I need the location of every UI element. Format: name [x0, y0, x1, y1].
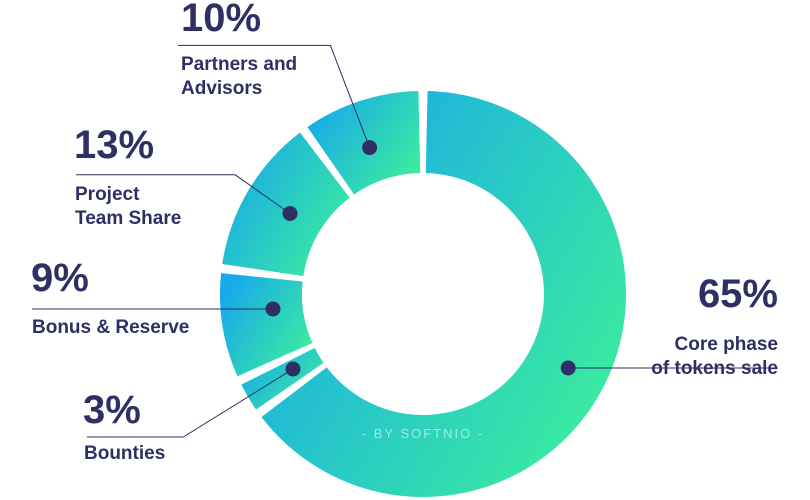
- svg-text:- BY SOFTNIO -: - BY SOFTNIO -: [362, 426, 484, 441]
